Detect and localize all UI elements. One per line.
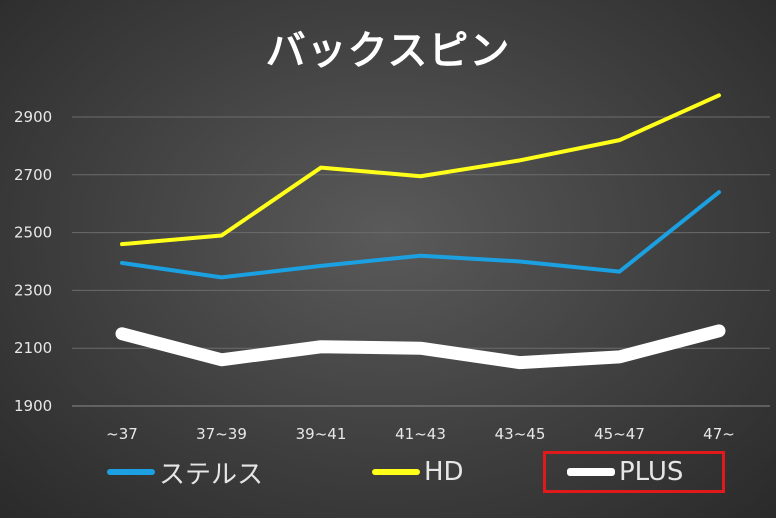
series-line-hd	[120, 93, 721, 247]
y-tick-label: 2500	[14, 224, 52, 242]
legend-item-hd: HD	[372, 452, 464, 492]
x-tick-label: 43~45	[495, 425, 546, 443]
y-tick-label: 2300	[14, 281, 52, 299]
legend-item-plus: PLUS	[567, 452, 683, 492]
x-tick-label: 37~39	[196, 425, 247, 443]
x-tick-label: 47~	[703, 425, 735, 443]
y-tick-label: 2700	[14, 166, 52, 184]
legend-swatch-plus	[567, 468, 615, 476]
y-tick-label: 2100	[14, 339, 52, 357]
x-tick-label: 45~47	[594, 425, 645, 443]
chart-title: バックスピン	[265, 28, 511, 74]
series-line-stealth	[120, 190, 721, 280]
legend-highlight-box	[543, 451, 725, 493]
y-tick-label: 2900	[14, 108, 52, 126]
x-axis-ticks: ~37 37~39 39~41 41~43 43~45 45~47 47~	[106, 425, 735, 443]
x-tick-label: 39~41	[296, 425, 347, 443]
legend-label-stealth: ステルス	[159, 459, 264, 490]
legend-swatch-stealth	[107, 469, 155, 475]
y-tick-label: 1900	[14, 397, 52, 415]
x-tick-label: 41~43	[395, 425, 446, 443]
legend-label-plus: PLUS	[619, 457, 684, 487]
gridlines	[72, 116, 770, 407]
legend-label-hd: HD	[424, 457, 464, 487]
y-axis-ticks: 1900 2100 2300 2500 2700 2900	[14, 108, 52, 415]
x-tick-label: ~37	[106, 425, 138, 443]
legend-swatch-hd	[372, 469, 420, 475]
series-lines	[115, 93, 726, 370]
series-line-plus	[115, 324, 726, 370]
legend-item-stealth: ステルス	[107, 452, 263, 492]
